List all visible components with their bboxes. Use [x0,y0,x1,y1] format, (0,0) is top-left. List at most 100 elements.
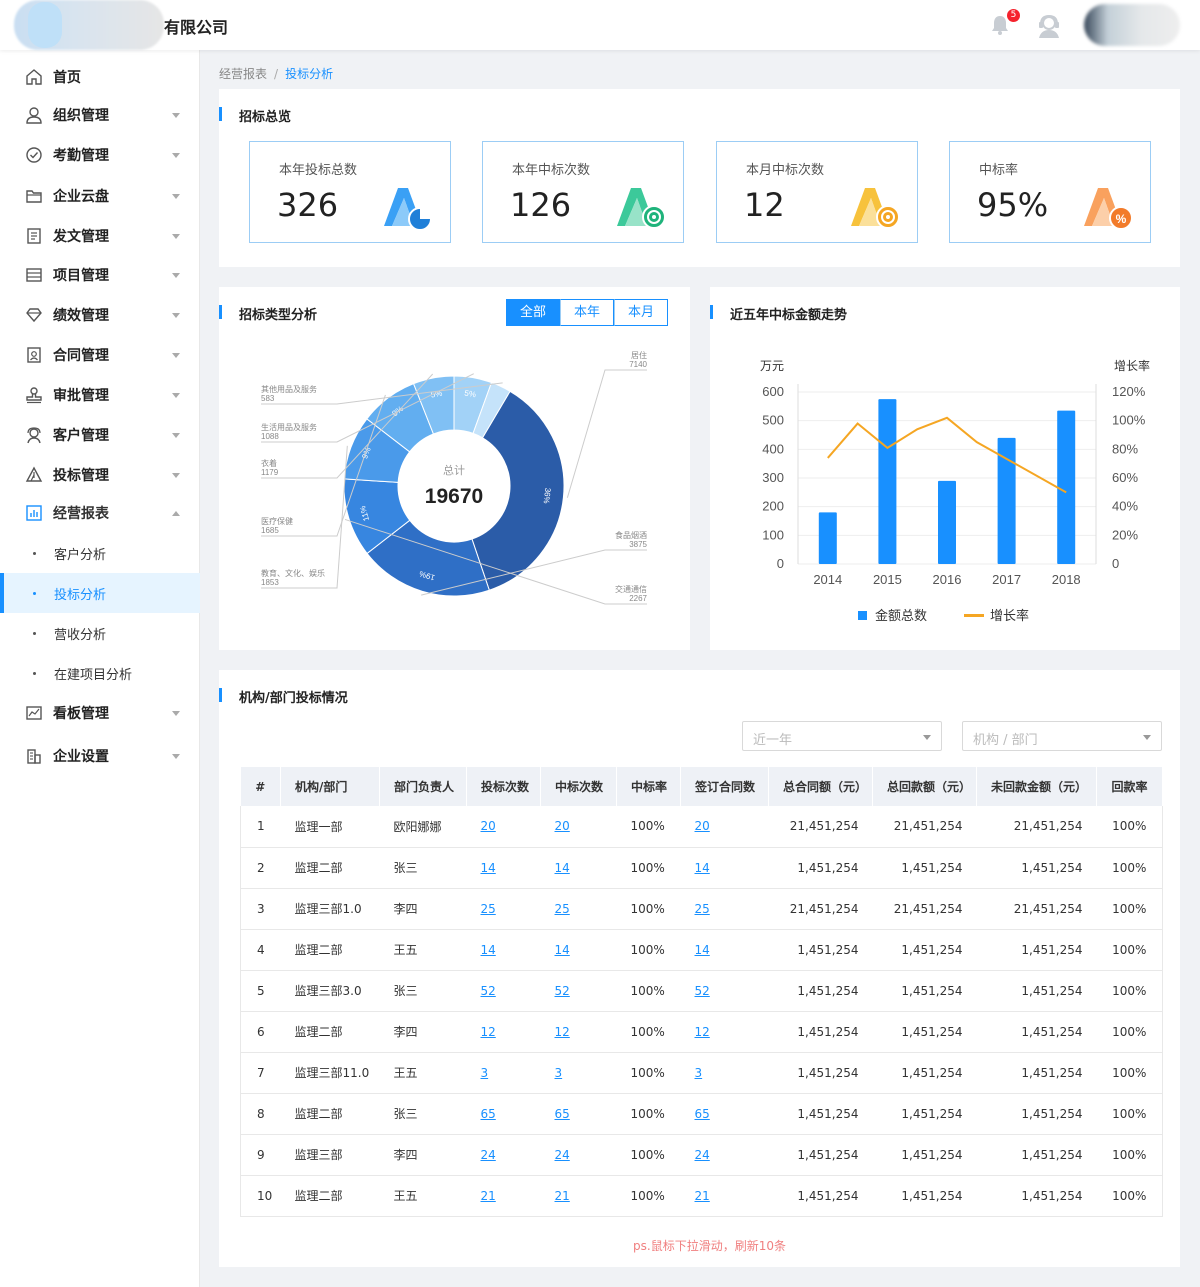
table-cell: 100% [1096,929,1163,971]
card-title: 招标类型分析 [218,304,317,323]
table-cell: 20 [680,806,769,848]
count-link[interactable]: 12 [554,1024,570,1039]
bullet-dot [33,672,36,675]
count-link[interactable]: 14 [480,942,496,957]
customer-service-icon[interactable] [1036,13,1062,39]
sidebar-item-approval[interactable]: 审批管理 [0,375,200,415]
count-link[interactable]: 3 [480,1065,489,1080]
y-tick-label: 100 [762,527,784,542]
count-link[interactable]: 14 [554,860,570,875]
count-link[interactable]: 21 [480,1188,496,1203]
sidebar-subitem-customer-analysis[interactable]: 客户分析 [0,533,200,573]
bell-icon[interactable] [988,13,1012,37]
table-cell: 1,451,254 [768,1093,873,1135]
table-cell: 100% [1096,1175,1163,1217]
table-cell: 100% [1096,806,1163,848]
table-cell: 1,451,254 [976,847,1097,889]
count-link[interactable]: 24 [480,1147,496,1162]
count-link[interactable]: 12 [480,1024,496,1039]
sidebar-item-reports[interactable]: 经营报表 [0,493,200,533]
table-cell: 监理二部 [280,1011,380,1053]
table-cell: 100% [616,1052,681,1094]
y-tick-label: 300 [762,470,784,485]
count-link[interactable]: 20 [554,819,570,834]
sidebar-subitem-revenue-analysis[interactable]: 营收分析 [0,613,200,653]
sidebar-item-customers[interactable]: 客户管理 [0,415,200,455]
count-link[interactable]: 14 [694,860,710,875]
breadcrumb-parent[interactable]: 经营报表 [219,67,268,81]
bar [878,399,897,564]
sidebar-item-board[interactable]: 看板管理 [0,693,200,733]
count-link[interactable]: 25 [554,901,570,916]
sidebar-item-org[interactable]: 组织管理 [0,95,200,135]
count-link[interactable]: 65 [480,1106,496,1121]
sidebar-item-performance[interactable]: 绩效管理 [0,295,200,335]
sidebar-item-label: 企业云盘 [53,189,109,205]
customer-icon [27,427,41,444]
y2-tick-label: 20% [1112,527,1138,542]
table-cell: 1,451,254 [768,1134,873,1176]
legend-swatch-line [964,614,984,617]
count-link[interactable]: 65 [554,1106,570,1121]
sidebar-item-contracts[interactable]: 合同管理 [0,335,200,375]
count-link[interactable]: 21 [554,1188,570,1203]
sidebar-item-attendance[interactable]: 考勤管理 [0,135,200,175]
count-link[interactable]: 21 [694,1188,710,1203]
sidebar-item-projects[interactable]: 项目管理 [0,255,200,295]
leader-line [421,549,647,596]
count-link[interactable]: 20 [694,819,710,834]
table-cell: 25 [680,888,769,930]
table-cell: 1,451,254 [872,970,977,1012]
count-link[interactable]: 25 [480,901,496,916]
y-axis-title: 万元 [760,359,784,373]
user-avatar[interactable] [1084,4,1180,46]
count-link[interactable]: 12 [694,1024,710,1039]
filter-year-button[interactable]: 本年 [560,299,614,326]
count-link[interactable]: 14 [694,942,710,957]
count-link[interactable]: 52 [694,983,710,998]
donut-center-label: 总计 [443,463,465,477]
y-tick-label: 500 [762,413,784,428]
count-link[interactable]: 52 [480,983,496,998]
column-header: 中标次数 [540,767,617,806]
bullet-dot [33,632,36,635]
sidebar-item-label: 经营报表 [53,506,109,522]
count-link[interactable]: 24 [554,1147,570,1162]
count-link[interactable]: 25 [694,901,710,916]
sidebar-subitem-label: 营收分析 [54,628,107,643]
sidebar-item-documents[interactable]: 发文管理 [0,216,200,256]
count-link[interactable]: 20 [480,819,496,834]
sidebar-item-bids[interactable]: 投标管理 [0,455,200,495]
table-body: 1 监理一部 欧阳娜娜 20 20 100% 20 21,451,254 21,451,254 2… [240,806,1163,1217]
count-link[interactable]: 65 [694,1106,710,1121]
count-link[interactable]: 3 [554,1065,563,1080]
sidebar-subitem-project-analysis[interactable]: 在建项目分析 [0,653,200,693]
folder-icon [26,190,42,203]
count-link[interactable]: 52 [554,983,570,998]
department-select[interactable]: 机构 / 部门 [962,721,1162,751]
table-row: 5 监理三部3.0 张三 52 52 100% 52 1,451,254 1,451,254 1,… [240,970,1163,1012]
count-link[interactable]: 14 [480,860,496,875]
sidebar-item-home[interactable]: 首页 [0,57,200,97]
stat-card-year-wins: 本年中标次数 126 [482,141,684,243]
sidebar-item-settings[interactable]: 企业设置 [0,736,200,776]
table-cell: 24 [540,1134,617,1176]
table-cell: 14 [540,929,617,971]
table-cell: 监理二部 [280,1093,380,1135]
sidebar-item-label: 项目管理 [53,268,109,284]
sidebar-subitem-bid-analysis[interactable]: 投标分析 [0,573,200,613]
chevron-down-icon [172,753,180,759]
count-link[interactable]: 3 [694,1065,703,1080]
table-cell: 3 [540,1052,617,1094]
filter-month-button[interactable]: 本月 [614,299,668,326]
table-cell: 1,451,254 [872,929,977,971]
sidebar-item-cloud[interactable]: 企业云盘 [0,176,200,216]
filter-all-button[interactable]: 全部 [506,299,560,326]
table-cell: 3 [466,1052,541,1094]
table-row: 2 监理二部 张三 14 14 100% 14 1,451,254 1,451,254 1,451… [240,847,1163,889]
count-link[interactable]: 24 [694,1147,710,1162]
count-link[interactable]: 14 [554,942,570,957]
table-cell: 监理三部1.0 [280,888,380,930]
period-select[interactable]: 近一年 [742,721,942,751]
